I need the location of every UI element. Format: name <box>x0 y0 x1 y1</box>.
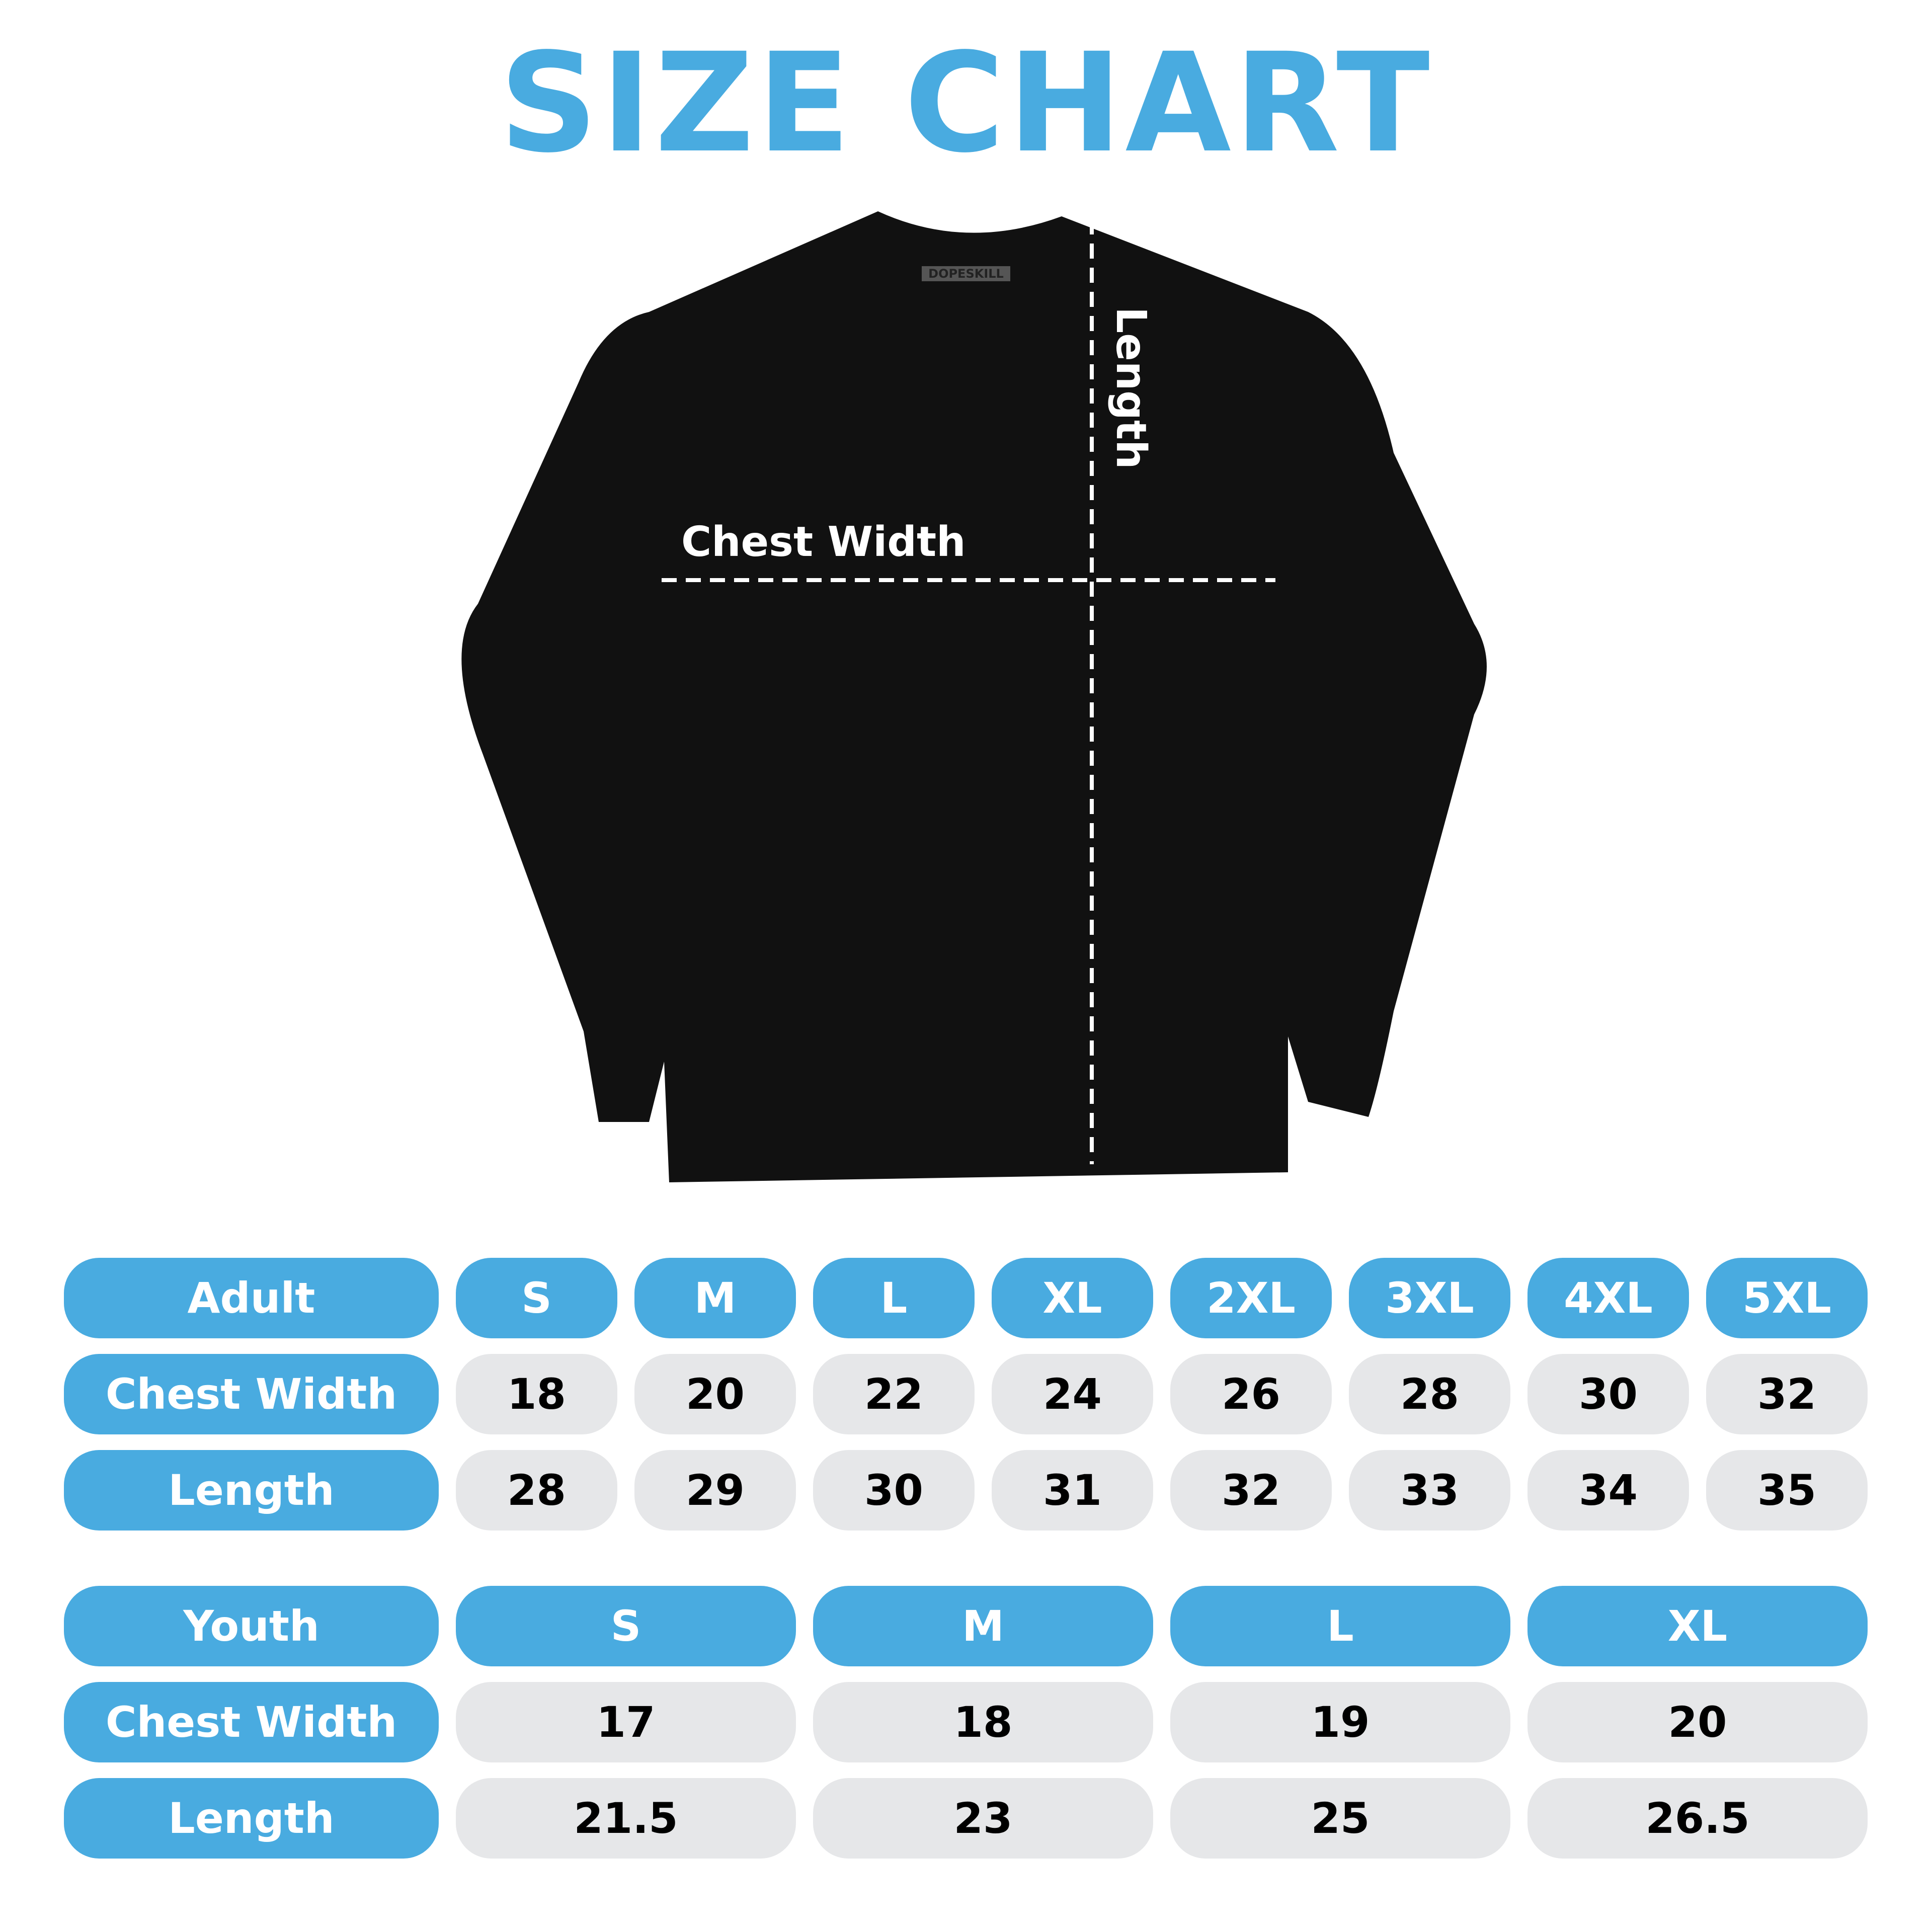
adult-value-cell: 33 <box>1349 1450 1510 1531</box>
youth-size-header: S <box>456 1586 796 1666</box>
adult-value-cell: 22 <box>813 1354 975 1434</box>
adult-size-header: S <box>456 1258 617 1338</box>
youth-row-label: Length <box>64 1778 439 1859</box>
youth-size-header: L <box>1170 1586 1510 1666</box>
adult-size-header: 2XL <box>1170 1258 1332 1338</box>
adult-value-cell: 29 <box>634 1450 796 1531</box>
adult-size-header: 4XL <box>1527 1258 1689 1338</box>
adult-row-label: Length <box>64 1450 439 1531</box>
adult-value-cell: 35 <box>1706 1450 1868 1531</box>
adult-value-cell: 24 <box>992 1354 1153 1434</box>
adult-value-cell: 32 <box>1170 1450 1332 1531</box>
adult-value-cell: 26 <box>1170 1354 1332 1434</box>
adult-value-cell: 30 <box>813 1450 975 1531</box>
youth-size-header: M <box>813 1586 1153 1666</box>
youth-value-cell: 17 <box>456 1682 796 1762</box>
youth-size-header: XL <box>1527 1586 1868 1666</box>
youth-value-cell: 18 <box>813 1682 1153 1762</box>
adult-size-header: M <box>634 1258 796 1338</box>
youth-value-cell: 26.5 <box>1527 1778 1868 1859</box>
shirt-body <box>461 211 1487 1182</box>
youth-value-cell: 23 <box>813 1778 1153 1859</box>
length-label: Length <box>1107 307 1155 469</box>
adult-value-cell: 18 <box>456 1354 617 1434</box>
adult-value-cell: 28 <box>456 1450 617 1531</box>
adult-size-header: 3XL <box>1349 1258 1510 1338</box>
youth-value-cell: 25 <box>1170 1778 1510 1859</box>
youth-value-cell: 19 <box>1170 1682 1510 1762</box>
adult-value-cell: 30 <box>1527 1354 1689 1434</box>
youth-value-cell: 20 <box>1527 1682 1868 1762</box>
page-title: SIZE CHART <box>499 24 1433 183</box>
adult-row-label: Chest Width <box>64 1354 439 1434</box>
long-sleeve-shirt-image <box>461 211 1487 1182</box>
adult-header: Adult <box>64 1258 439 1338</box>
youth-row-label: Chest Width <box>64 1682 439 1762</box>
adult-size-header: L <box>813 1258 975 1338</box>
adult-size-header: XL <box>992 1258 1153 1338</box>
adult-value-cell: 34 <box>1527 1450 1689 1531</box>
chest-width-label: Chest Width <box>681 518 966 566</box>
adult-value-cell: 28 <box>1349 1354 1510 1434</box>
adult-value-cell: 32 <box>1706 1354 1868 1434</box>
adult-value-cell: 31 <box>992 1450 1153 1531</box>
brand-tag: DOPESKILL <box>922 266 1010 281</box>
adult-value-cell: 20 <box>634 1354 796 1434</box>
adult-size-header: 5XL <box>1706 1258 1868 1338</box>
youth-value-cell: 21.5 <box>456 1778 796 1859</box>
youth-header: Youth <box>64 1586 439 1666</box>
